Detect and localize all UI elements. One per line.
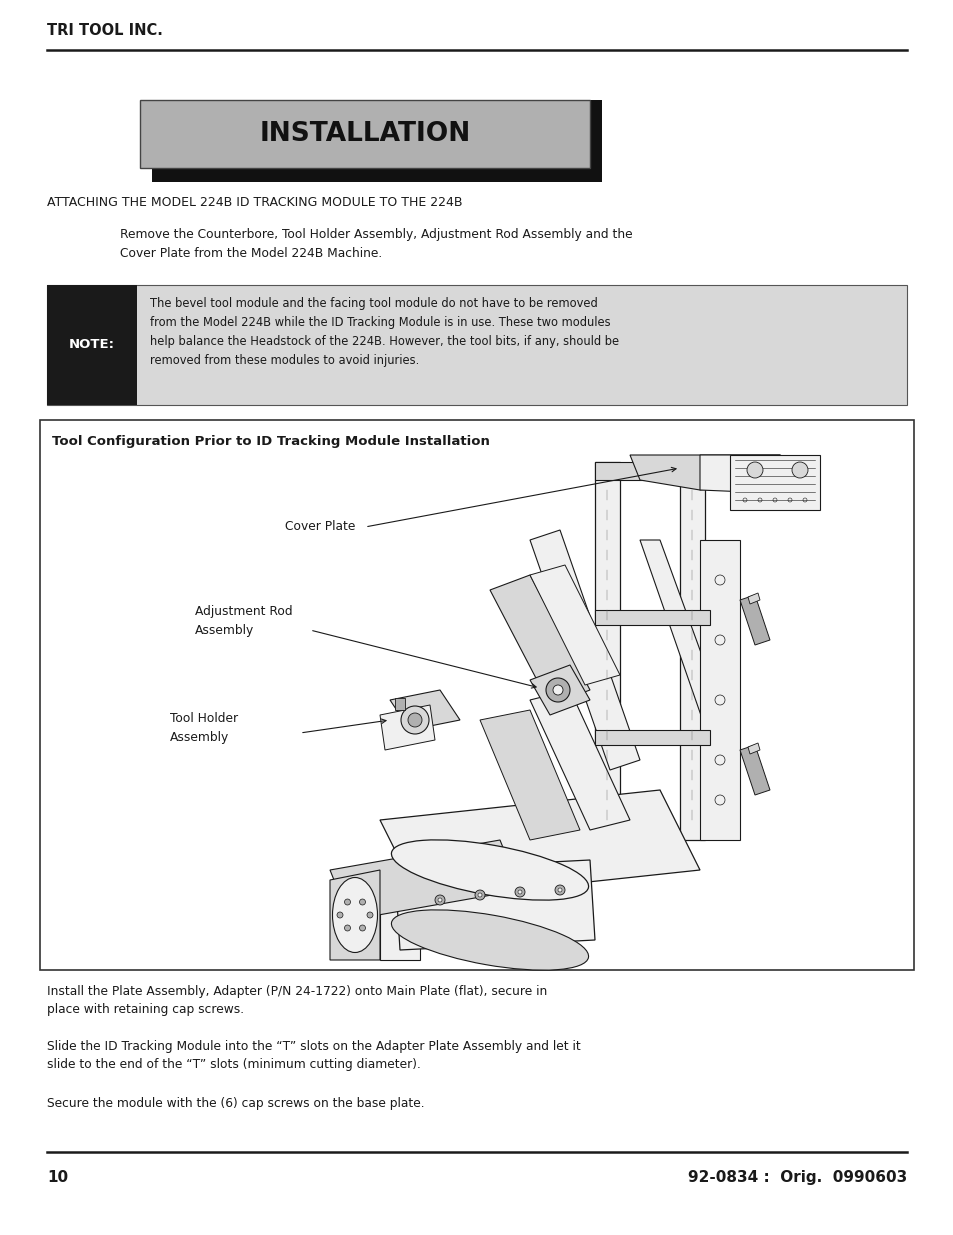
Circle shape <box>367 911 373 918</box>
Polygon shape <box>330 840 519 920</box>
Ellipse shape <box>391 840 588 900</box>
Circle shape <box>545 678 569 701</box>
Circle shape <box>359 925 365 931</box>
Text: Tool Configuration Prior to ID Tracking Module Installation: Tool Configuration Prior to ID Tracking … <box>52 435 489 448</box>
Circle shape <box>336 911 343 918</box>
Circle shape <box>714 755 724 764</box>
FancyBboxPatch shape <box>47 285 906 405</box>
Text: TRI TOOL INC.: TRI TOOL INC. <box>47 23 163 38</box>
Text: place with retaining cap screws.: place with retaining cap screws. <box>47 1003 244 1016</box>
Polygon shape <box>740 745 769 795</box>
Text: ATTACHING THE MODEL 224B ID TRACKING MODULE TO THE 224B: ATTACHING THE MODEL 224B ID TRACKING MOD… <box>47 196 462 209</box>
FancyBboxPatch shape <box>40 420 913 969</box>
Circle shape <box>400 706 429 734</box>
Polygon shape <box>595 462 619 840</box>
Polygon shape <box>700 454 820 495</box>
Circle shape <box>517 890 521 894</box>
Text: Tool Holder: Tool Holder <box>170 713 238 725</box>
Polygon shape <box>595 462 704 480</box>
Circle shape <box>437 898 441 902</box>
Polygon shape <box>747 743 760 755</box>
Circle shape <box>408 713 421 727</box>
Text: slide to the end of the “T” slots (minimum cutting diameter).: slide to the end of the “T” slots (minim… <box>47 1058 420 1071</box>
Text: help balance the Headstock of the 224B. However, the tool bits, if any, should b: help balance the Headstock of the 224B. … <box>150 335 618 348</box>
Polygon shape <box>395 860 595 950</box>
Circle shape <box>558 888 561 892</box>
Circle shape <box>475 890 484 900</box>
Circle shape <box>515 887 524 897</box>
Polygon shape <box>639 540 740 769</box>
Polygon shape <box>729 454 820 510</box>
Polygon shape <box>595 610 709 625</box>
Text: Remove the Counterbore, Tool Holder Assembly, Adjustment Rod Assembly and the: Remove the Counterbore, Tool Holder Asse… <box>120 228 632 241</box>
Text: 10: 10 <box>47 1170 68 1186</box>
Circle shape <box>359 899 365 905</box>
Polygon shape <box>530 530 639 769</box>
Text: from the Model 224B while the ID Tracking Module is in use. These two modules: from the Model 224B while the ID Trackin… <box>150 316 610 329</box>
Circle shape <box>746 462 762 478</box>
Text: The bevel tool module and the facing tool module do not have to be removed: The bevel tool module and the facing too… <box>150 296 598 310</box>
Polygon shape <box>679 462 704 840</box>
Polygon shape <box>330 869 379 960</box>
Ellipse shape <box>333 878 377 952</box>
FancyBboxPatch shape <box>140 100 589 168</box>
Text: Install the Plate Assembly, Adapter (P/N 24-1722) onto Main Plate (flat), secure: Install the Plate Assembly, Adapter (P/N… <box>47 986 547 998</box>
Polygon shape <box>629 454 780 490</box>
Polygon shape <box>595 730 709 745</box>
Circle shape <box>553 685 562 695</box>
Polygon shape <box>479 710 579 840</box>
Text: NOTE:: NOTE: <box>69 338 115 352</box>
Polygon shape <box>395 698 405 710</box>
Circle shape <box>344 925 350 931</box>
Circle shape <box>477 893 481 897</box>
Text: removed from these modules to avoid injuries.: removed from these modules to avoid inju… <box>150 354 418 367</box>
Text: 92-0834 :  Orig.  0990603: 92-0834 : Orig. 0990603 <box>687 1170 906 1186</box>
Polygon shape <box>390 690 459 730</box>
Circle shape <box>555 885 564 895</box>
Circle shape <box>791 462 807 478</box>
Text: INSTALLATION: INSTALLATION <box>259 121 470 147</box>
Circle shape <box>714 576 724 585</box>
Circle shape <box>714 635 724 645</box>
Polygon shape <box>379 900 419 960</box>
Polygon shape <box>152 100 601 182</box>
Polygon shape <box>530 664 589 715</box>
Polygon shape <box>379 790 700 900</box>
Text: Assembly: Assembly <box>170 731 229 743</box>
Circle shape <box>714 795 724 805</box>
Polygon shape <box>379 705 435 750</box>
Polygon shape <box>490 576 589 705</box>
Polygon shape <box>700 540 740 840</box>
Circle shape <box>344 899 350 905</box>
Circle shape <box>435 895 444 905</box>
Text: Assembly: Assembly <box>194 624 254 637</box>
Polygon shape <box>530 690 629 830</box>
Polygon shape <box>530 564 619 685</box>
Text: Cover Plate: Cover Plate <box>285 520 355 534</box>
Circle shape <box>714 695 724 705</box>
Text: Slide the ID Tracking Module into the “T” slots on the Adapter Plate Assembly an: Slide the ID Tracking Module into the “T… <box>47 1040 580 1053</box>
FancyBboxPatch shape <box>47 285 137 405</box>
Text: Cover Plate from the Model 224B Machine.: Cover Plate from the Model 224B Machine. <box>120 247 382 261</box>
Polygon shape <box>740 595 769 645</box>
Text: Secure the module with the (6) cap screws on the base plate.: Secure the module with the (6) cap screw… <box>47 1097 424 1110</box>
Polygon shape <box>747 593 760 604</box>
Text: Adjustment Rod: Adjustment Rod <box>194 605 293 618</box>
Ellipse shape <box>391 910 588 971</box>
